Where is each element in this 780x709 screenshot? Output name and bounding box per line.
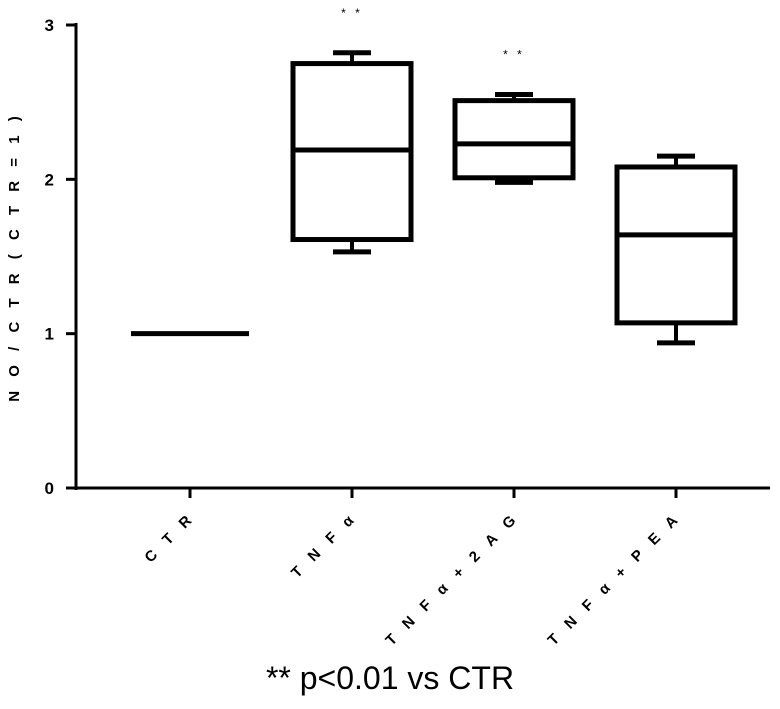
- category-label: T N F α: [288, 509, 361, 582]
- box-2: [452, 91, 576, 185]
- y-tick-label: 3: [45, 16, 54, 35]
- box-body: [452, 98, 576, 181]
- y-tick-label: 2: [45, 170, 54, 189]
- axes: [66, 23, 770, 498]
- box-body: [614, 164, 738, 326]
- significance-marker: * *: [503, 47, 525, 61]
- labels: 0 1 2 3 N O / C T R ( C T R = 1 ) C T R T N F …: [6, 6, 685, 649]
- y-axis-title: N O / C T R ( C T R = 1 ): [6, 111, 23, 401]
- footnote: ** p<0.01 vs CTR: [265, 660, 515, 696]
- category-label: T N F α + P E A: [545, 509, 685, 649]
- category-label: C T R: [141, 509, 198, 566]
- y-tick-label: 1: [45, 325, 54, 344]
- significance-marker: * *: [341, 6, 363, 20]
- box-3: [614, 153, 738, 346]
- box-1: [290, 50, 414, 255]
- boxes: [131, 50, 738, 346]
- category-label: T N F α + 2 A G: [382, 509, 522, 649]
- y-tick-label: 0: [45, 479, 54, 498]
- box-plot: 0 1 2 3 N O / C T R ( C T R = 1 ) C T R T N F …: [6, 6, 770, 649]
